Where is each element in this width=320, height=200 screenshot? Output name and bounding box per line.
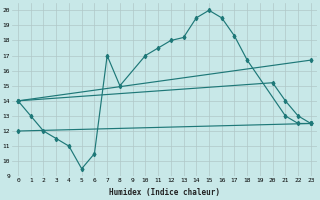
X-axis label: Humidex (Indice chaleur): Humidex (Indice chaleur) xyxy=(109,188,220,197)
